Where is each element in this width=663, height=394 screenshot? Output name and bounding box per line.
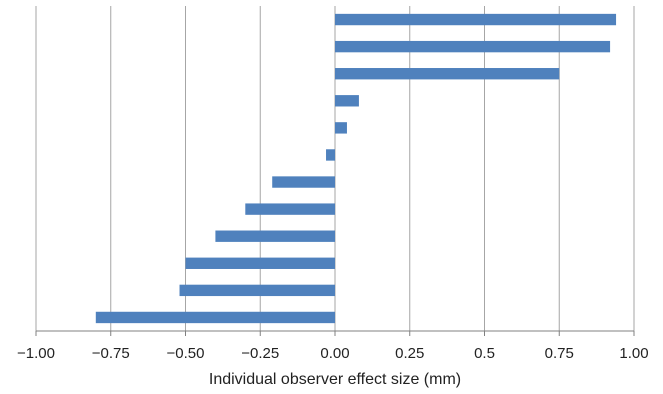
x-tick-label: 0.75 (545, 345, 574, 362)
x-tick-label: 0.25 (395, 345, 424, 362)
vertical-gridlines (35, 6, 635, 331)
bar (179, 284, 335, 297)
bar (95, 311, 335, 324)
bar (335, 122, 347, 134)
x-tick-label: −0.25 (241, 345, 279, 362)
x-tick-labels: −1.00 −0.75 −0.50 −0.25 0.00 0.25 0.5 0.75 1.00 (17, 345, 649, 362)
bar (335, 68, 560, 80)
x-tick-label: 0.00 (320, 345, 349, 362)
x-tick-label: −1.00 (17, 345, 55, 362)
bar (185, 257, 335, 269)
x-axis-title: Individual observer effect size (mm) (209, 371, 461, 388)
bar (335, 13, 617, 26)
x-axis (35, 330, 635, 336)
x-tick-label: 1.00 (619, 345, 648, 362)
bar (335, 40, 611, 53)
bar (335, 95, 359, 107)
bar (245, 203, 335, 215)
bar (215, 230, 335, 242)
bar (272, 176, 335, 188)
bar (326, 149, 335, 161)
bars (95, 13, 617, 324)
x-tick-label: −0.50 (167, 345, 205, 362)
x-tick-label: −0.75 (92, 345, 130, 362)
x-tick-label: 0.5 (474, 345, 495, 362)
